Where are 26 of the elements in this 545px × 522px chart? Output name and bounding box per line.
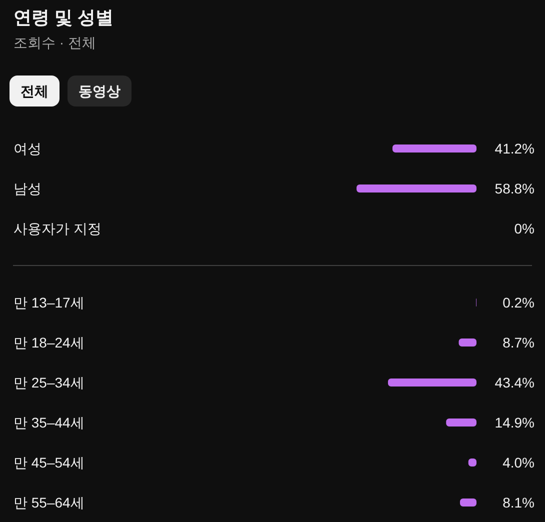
y-tick-label: 사용자가 지정 [14,220,102,236]
y-tick-label: 만 45–54세 [14,454,84,470]
y-tick-label: 만 35–44세 [14,414,84,430]
data-label: 14.9% [494,414,535,430]
bar [458,338,476,346]
data-label: 8.1% [502,494,535,510]
text: 전체 [20,83,48,99]
data-label: 43.4% [494,374,535,390]
y-tick-label: 만 13–17세 [14,294,84,310]
text: 동영상 [78,83,120,99]
data-label: 0.2% [502,294,535,310]
bar [446,418,476,426]
text: 연령 및 성별 [14,8,114,28]
data-label: 41.2% [494,140,535,156]
text: 조회수 · 전체 [14,34,96,50]
y-tick-label: 만 18–24세 [14,334,84,350]
bar [460,498,476,506]
data-label: 58.8% [494,180,535,196]
data-label: 4.0% [502,454,535,470]
data-label: 8.7% [502,334,535,350]
y-tick-label: 만 55–64세 [14,494,84,510]
data-label: 0% [514,220,534,236]
bar [388,378,476,386]
y-tick-label: 만 25–34세 [14,374,84,390]
y-tick-label: 여성 [14,140,42,156]
y-tick-label: 남성 [14,180,42,196]
